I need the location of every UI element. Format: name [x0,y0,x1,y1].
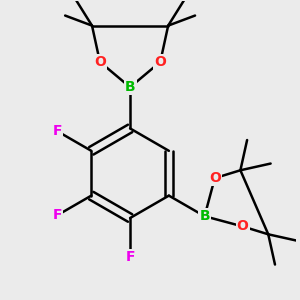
Text: O: O [94,55,106,69]
Text: F: F [52,124,62,138]
Text: F: F [125,250,135,264]
Text: F: F [52,208,62,222]
Text: O: O [237,219,249,233]
Text: B: B [199,209,210,223]
Text: B: B [125,80,135,94]
Text: O: O [209,171,221,185]
Text: O: O [154,55,166,69]
